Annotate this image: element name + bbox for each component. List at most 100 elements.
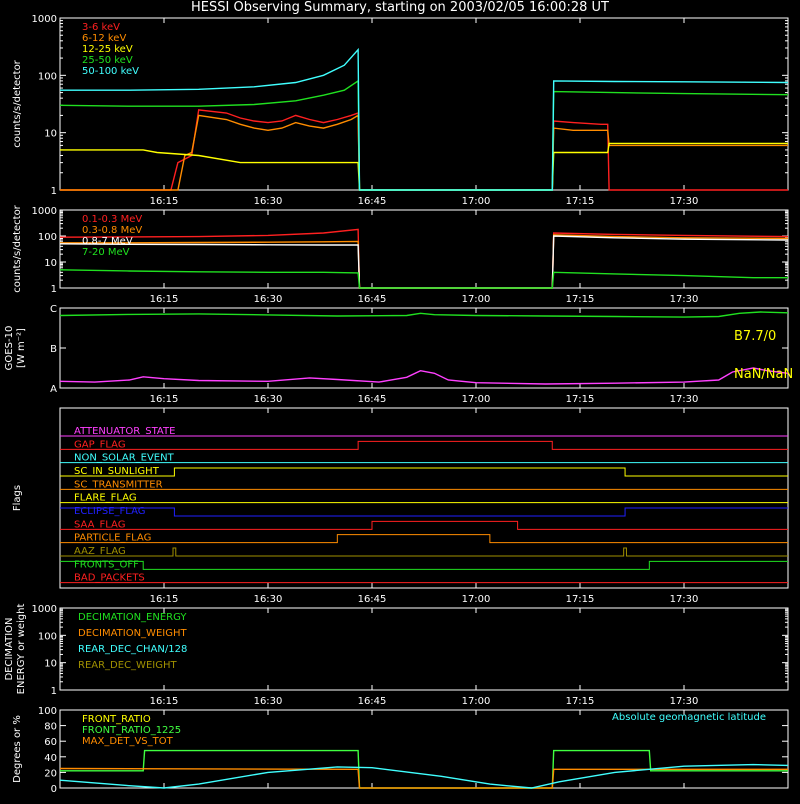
lowE-legend-4: 50-100 keV — [82, 66, 139, 77]
lowE-xtick-label: 17:30 — [670, 196, 699, 207]
lowE-ytick-label: 10 — [44, 129, 57, 140]
goes-series-0 — [59, 311, 789, 318]
flags-xtick-label: 17:15 — [566, 594, 595, 605]
goes-xtick-label: 17:00 — [462, 394, 491, 405]
decim-xtick-label: 17:30 — [670, 696, 699, 707]
decim-xtick-label: 16:15 — [150, 696, 179, 707]
decim-ylabel2: ENERGY or weight — [16, 604, 27, 695]
lowE-xtick-label: 17:00 — [462, 196, 491, 207]
figure-title: HESSI Observing Summary, starting on 200… — [191, 0, 609, 15]
flag-line-particle-flag — [60, 534, 788, 544]
decim-ytick-label: 1000 — [32, 604, 57, 615]
lowE-ylabel: counts/s/detector — [12, 59, 23, 147]
flags-xtick-label: 16:30 — [254, 594, 283, 605]
flag-label-sc-in-sunlight: SC_IN_SUNLIGHT — [74, 466, 160, 477]
decim-frame — [59, 607, 789, 691]
lowE-xtick-label: 16:45 — [358, 196, 387, 207]
ratio-series-3 — [59, 763, 789, 789]
lowE-legend-3: 25-50 keV — [82, 55, 133, 66]
highE-ytick-label: 100 — [38, 232, 57, 243]
flag-label-eclipse-flag: ECLIPSE_FLAG — [74, 506, 145, 517]
flags-xtick-label: 16:15 — [150, 594, 179, 605]
highE-xtick-label: 16:15 — [150, 294, 179, 305]
highE-xtick-label: 17:30 — [670, 294, 699, 305]
lowE-legend-2: 12-25 keV — [82, 44, 133, 55]
goes-xtick-label: 16:45 — [358, 394, 387, 405]
flag-label-fronts-off: FRONTS_OFF — [74, 559, 139, 570]
decim-xtick-label: 17:00 — [462, 696, 491, 707]
goes-ytick-label: B — [50, 344, 57, 355]
highE-legend-0: 0.1-0.3 MeV — [82, 214, 142, 225]
ratio-legend-0: FRONT_RATIO — [82, 714, 151, 725]
lowE-xtick-label: 17:15 — [566, 196, 595, 207]
highE-ytick-label: 10 — [44, 258, 57, 269]
ratio-ytick-label: 20 — [44, 768, 57, 779]
lowE-ytick-label: 1000 — [32, 14, 57, 25]
decim-xtick-label: 16:45 — [358, 696, 387, 707]
lowE-legend-0: 3-6 keV — [82, 22, 120, 33]
goes-annotation-0: B7.7/0 — [734, 329, 776, 344]
lowE-series-4 — [60, 47, 789, 191]
goes-xtick-label: 16:30 — [254, 394, 283, 405]
lowE-series-1 — [60, 114, 788, 191]
lowE-frame — [59, 17, 789, 191]
flag-line-eclipse-flag — [60, 507, 788, 517]
ratio-ytick-label: 0 — [51, 784, 57, 795]
flag-label-saa-flag: SAA_FLAG — [74, 519, 125, 530]
decim-legend-1: DECIMATION_WEIGHT — [78, 628, 187, 639]
flags-frame — [59, 407, 789, 589]
lowE-xtick-label: 16:30 — [254, 196, 283, 207]
flags-xtick-label: 16:45 — [358, 594, 387, 605]
lowE-ytick-label: 1 — [51, 186, 57, 197]
flag-line-sc-in-sunlight — [60, 467, 788, 477]
lowE-ytick-label: 100 — [38, 71, 57, 82]
goes-xtick-label: 16:15 — [150, 394, 179, 405]
goes-ylabel: GOES-10 — [4, 326, 15, 371]
highE-ylabel: counts/s/detector — [12, 204, 23, 292]
flag-label-flare-flag: FLARE_FLAG — [74, 493, 137, 504]
lowE-series-3 — [59, 79, 789, 191]
highE-frame — [59, 209, 789, 289]
ratio-ytick-label: 40 — [44, 753, 57, 764]
flag-label-bad-packets: BAD_PACKETS — [74, 573, 145, 584]
ratio-ytick-label: 80 — [44, 722, 57, 733]
flags-xtick-label: 17:00 — [462, 594, 491, 605]
decim-ytick-label: 1 — [51, 686, 57, 697]
ratio-right-label: Absolute geomagnetic latitude — [612, 712, 766, 723]
goes-series-1 — [59, 367, 789, 385]
flags-ylabel: Flags — [12, 485, 23, 511]
flag-line-aaz-flag — [60, 547, 788, 557]
flag-line-gap-flag — [60, 440, 788, 450]
goes-frame — [59, 307, 789, 389]
lowE-legend-1: 6-12 keV — [82, 33, 126, 44]
flag-label-non-solar-event: NON_SOLAR_EVENT — [74, 453, 175, 464]
goes-ytick-label: A — [50, 384, 57, 395]
highE-series-2 — [59, 235, 789, 289]
flags-xtick-label: 17:30 — [670, 594, 699, 605]
lowE-xtick-label: 16:15 — [150, 196, 179, 207]
highE-legend-3: 7-20 MeV — [82, 247, 130, 258]
highE-series-1 — [60, 234, 789, 289]
decim-xtick-label: 16:30 — [254, 696, 283, 707]
highE-xtick-label: 16:45 — [358, 294, 387, 305]
decim-legend-3: REAR_DEC_WEIGHT — [78, 660, 177, 671]
decim-ytick-label: 100 — [38, 631, 57, 642]
ratio-ytick-label: 100 — [38, 706, 57, 717]
highE-xtick-label: 17:00 — [462, 294, 491, 305]
highE-legend-2: 0.8-7 MeV — [82, 236, 133, 247]
goes-ytick-label: C — [50, 304, 57, 315]
flag-line-saa-flag — [60, 520, 788, 530]
decim-xtick-label: 17:15 — [566, 696, 595, 707]
decim-legend-0: DECIMATION_ENERGY — [78, 612, 187, 623]
highE-legend-1: 0.3-0.8 MeV — [82, 225, 142, 236]
ratio-legend-1: FRONT_RATIO_1225 — [82, 725, 181, 736]
ratio-ylabel: Degrees or % — [12, 715, 23, 783]
highE-xtick-label: 16:30 — [254, 294, 283, 305]
goes-annotation-1: NaN/NaN — [734, 367, 793, 382]
goes-xtick-label: 17:30 — [670, 394, 699, 405]
decim-ylabel: DECIMATION — [4, 617, 15, 680]
decim-ytick-label: 10 — [44, 659, 57, 670]
highE-xtick-label: 17:15 — [566, 294, 595, 305]
flag-label-aaz-flag: AAZ_FLAG — [74, 546, 126, 557]
